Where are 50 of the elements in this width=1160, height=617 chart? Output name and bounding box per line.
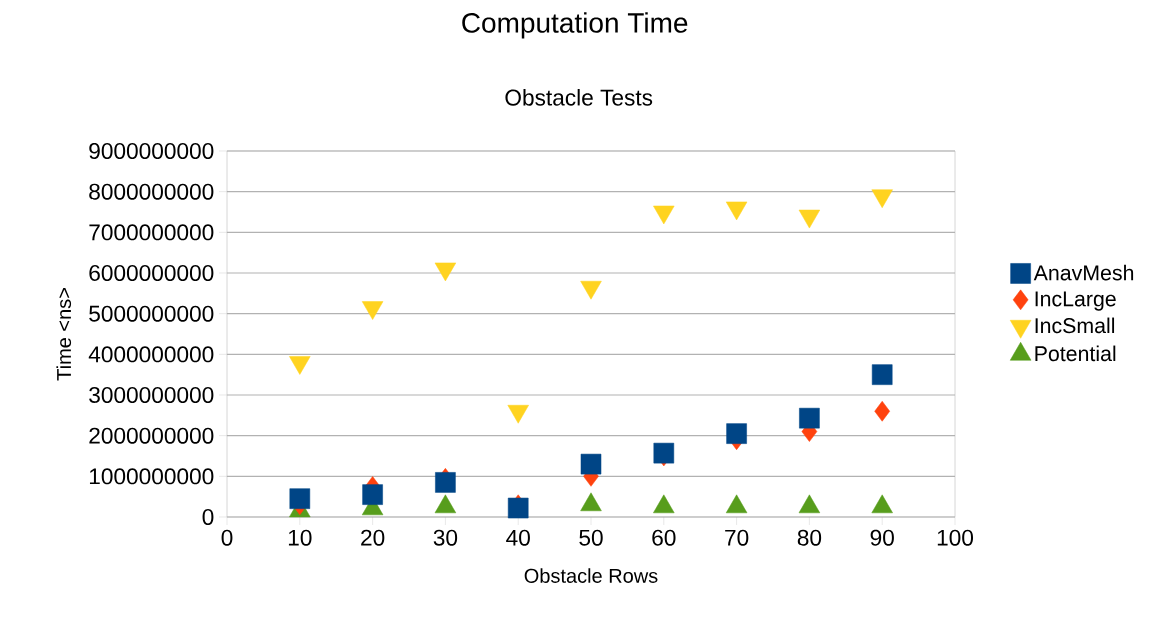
chart-title: Computation Time <box>462 12 688 39</box>
x-tick-label: 60 <box>652 529 676 546</box>
x-tick-label: 20 <box>361 529 385 546</box>
y-tick-label: 6000000000 <box>89 264 214 282</box>
point <box>874 400 890 422</box>
y-tick-label: 4000000000 <box>88 346 214 363</box>
point <box>580 280 602 300</box>
point <box>653 494 675 514</box>
point <box>580 492 602 512</box>
x-axis-title: Obstacle Rows <box>524 568 658 583</box>
point <box>871 189 893 208</box>
point <box>653 205 675 225</box>
point <box>362 484 383 505</box>
y-tick-label: 2000000000 <box>89 427 214 444</box>
point <box>580 453 602 475</box>
x-tick-label: 30 <box>433 529 458 546</box>
point <box>799 407 820 429</box>
x-tick-label: 50 <box>579 529 603 546</box>
point <box>798 209 821 229</box>
chart-subtitle: Obstacle Tests <box>505 89 653 106</box>
legend-label: Potential <box>1035 345 1116 362</box>
x-tick-label: 70 <box>725 529 749 546</box>
x-tick-label: 80 <box>797 529 822 546</box>
legend-label: AnavMesh <box>1033 264 1134 281</box>
point <box>289 488 311 509</box>
point <box>871 494 893 514</box>
point <box>871 364 893 385</box>
legend-label: IncSmall <box>1035 317 1115 334</box>
y-tick-label: 3000000000 <box>89 386 214 404</box>
point <box>434 494 457 514</box>
point <box>725 494 748 514</box>
x-tick-label: 10 <box>288 529 312 546</box>
legend-label: IncLarge <box>1035 291 1116 311</box>
point <box>435 472 456 493</box>
y-tick-label: 7000000000 <box>89 224 214 241</box>
x-tick-label: 100 <box>937 529 974 546</box>
x-tick-label: 90 <box>870 529 894 546</box>
x-tick-label: 0 <box>221 529 233 546</box>
y-axis-title: Time <ns> <box>56 288 72 381</box>
point <box>434 262 457 282</box>
y-tick-label: 0 <box>202 508 214 526</box>
point <box>361 301 384 320</box>
y-tick-label: 8000000000 <box>89 183 214 200</box>
x-tick-label: 40 <box>506 529 530 546</box>
point <box>725 201 748 221</box>
y-tick-label: 5000000000 <box>89 305 214 322</box>
point <box>798 494 821 514</box>
point <box>726 423 747 444</box>
y-tick-label: 9000000000 <box>89 142 214 160</box>
y-tick-label: 1000000000 <box>89 468 214 485</box>
